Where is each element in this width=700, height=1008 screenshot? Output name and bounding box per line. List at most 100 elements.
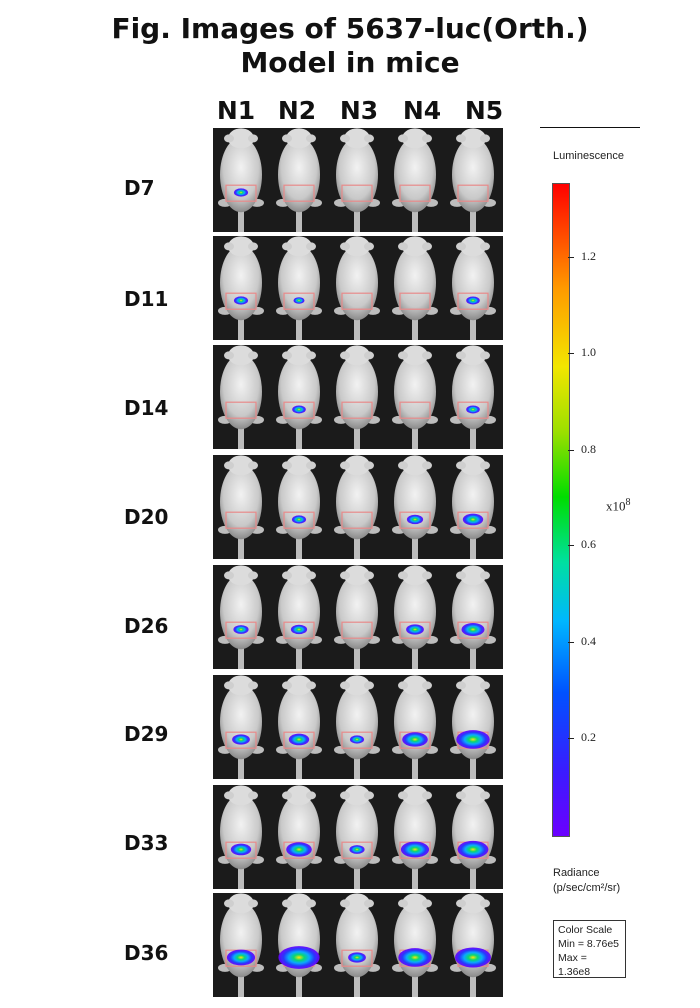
imaging-panel xyxy=(213,455,503,559)
colorbar-tick-label: 0.6 xyxy=(581,537,596,551)
colorbar-tick xyxy=(568,450,574,451)
imaging-panel xyxy=(213,893,503,997)
mouse xyxy=(392,236,438,340)
mouse xyxy=(218,128,264,232)
mouse xyxy=(276,236,322,340)
mouse xyxy=(218,893,264,997)
luminescence-signal xyxy=(400,841,430,858)
mouse xyxy=(334,455,380,559)
mouse xyxy=(334,893,380,997)
mouse xyxy=(218,675,264,779)
colorbar-tick-label: 0.2 xyxy=(581,730,596,744)
luminescence-signal xyxy=(461,622,485,636)
mouse xyxy=(392,785,438,889)
luminescence-signal xyxy=(456,730,490,749)
radiance-line-2: (p/sec/cm²/sr) xyxy=(553,882,621,894)
colorbar-tick xyxy=(568,545,574,546)
panel-image xyxy=(213,345,503,449)
title-line-2: Model in mice xyxy=(240,46,460,79)
luminescence-signal xyxy=(466,296,480,305)
colorbar-tick-label: 1.2 xyxy=(581,249,596,263)
mouse xyxy=(218,236,264,340)
panel-image xyxy=(213,565,503,669)
luminescence-signal xyxy=(462,513,484,526)
luminescence-signal xyxy=(291,515,307,524)
mouse xyxy=(276,455,322,559)
radiance-label: Radiance (p/sec/cm²/sr) xyxy=(553,866,620,896)
imaging-panel xyxy=(213,785,503,889)
luminescence-signal xyxy=(226,949,256,966)
imaging-panel xyxy=(213,236,503,340)
row-label-d7: D7 xyxy=(124,176,155,200)
mouse xyxy=(334,128,380,232)
row-label-d11: D11 xyxy=(124,287,169,311)
colorbar-unit: x108 xyxy=(606,497,631,514)
mouse xyxy=(334,785,380,889)
row-label-d26: D26 xyxy=(124,614,169,638)
mouse xyxy=(334,345,380,449)
mouse xyxy=(334,236,380,340)
mouse xyxy=(450,785,496,889)
row-label-d29: D29 xyxy=(124,722,169,746)
luminescence-signal xyxy=(286,842,312,857)
mouse xyxy=(276,785,322,889)
luminescence-signal xyxy=(406,514,424,525)
luminescence-signal xyxy=(292,405,306,414)
legend-divider xyxy=(540,127,640,128)
luminescence-signal xyxy=(233,188,249,197)
column-header-n3: N3 xyxy=(339,96,379,125)
panel-image xyxy=(213,785,503,889)
radiance-line-1: Radiance xyxy=(553,867,600,879)
mouse xyxy=(334,565,380,669)
luminescence-signal xyxy=(457,840,489,859)
legend-title: Luminescence xyxy=(553,150,624,162)
column-header-n4: N4 xyxy=(402,96,442,125)
luminescence-signal xyxy=(398,948,432,967)
luminescence-signal xyxy=(233,296,249,305)
mouse xyxy=(276,345,322,449)
mouse xyxy=(450,455,496,559)
title-line-1: Fig. Images of 5637-luc(Orth.) xyxy=(111,12,589,45)
panel-image xyxy=(213,893,503,997)
imaging-panel xyxy=(213,565,503,669)
luminescence-signal xyxy=(290,624,308,635)
unit-exponent: 8 xyxy=(625,497,631,508)
luminescence-signal xyxy=(233,625,249,634)
luminescence-signal xyxy=(230,843,252,856)
panel-image xyxy=(213,236,503,340)
mouse xyxy=(392,345,438,449)
imaging-panel xyxy=(213,128,503,232)
colorbar-tick xyxy=(568,738,574,739)
mouse xyxy=(276,128,322,232)
color-scale-box: Color Scale Min = 8.76e5 Max = 1.36e8 xyxy=(553,920,626,978)
column-header-n1: N1 xyxy=(216,96,256,125)
row-label-d20: D20 xyxy=(124,505,169,529)
mouse xyxy=(276,675,322,779)
mouse xyxy=(450,565,496,669)
mouse xyxy=(218,565,264,669)
mouse xyxy=(218,785,264,889)
figure-title: Fig. Images of 5637-luc(Orth.) Model in … xyxy=(0,12,700,80)
mouse xyxy=(450,128,496,232)
column-header-n2: N2 xyxy=(277,96,317,125)
colorbar-tick xyxy=(568,642,574,643)
color-scale-max: Max = 1.36e8 xyxy=(558,952,591,978)
luminescence-colorbar xyxy=(552,183,570,837)
luminescence-signal xyxy=(349,845,365,854)
colorbar-tick-label: 1.0 xyxy=(581,345,596,359)
mouse xyxy=(450,675,496,779)
color-scale-min: Min = 8.76e5 xyxy=(558,938,620,950)
column-header-n5: N5 xyxy=(464,96,504,125)
panel-image xyxy=(213,128,503,232)
row-label-d33: D33 xyxy=(124,831,169,855)
imaging-panel xyxy=(213,345,503,449)
unit-base: x10 xyxy=(606,498,626,514)
row-label-d36: D36 xyxy=(124,941,169,965)
panel-image xyxy=(213,455,503,559)
color-scale-title: Color Scale xyxy=(558,924,613,936)
luminescence-signal xyxy=(232,734,250,745)
mouse xyxy=(392,565,438,669)
imaging-panel xyxy=(213,675,503,779)
mouse xyxy=(392,675,438,779)
mouse xyxy=(334,675,380,779)
